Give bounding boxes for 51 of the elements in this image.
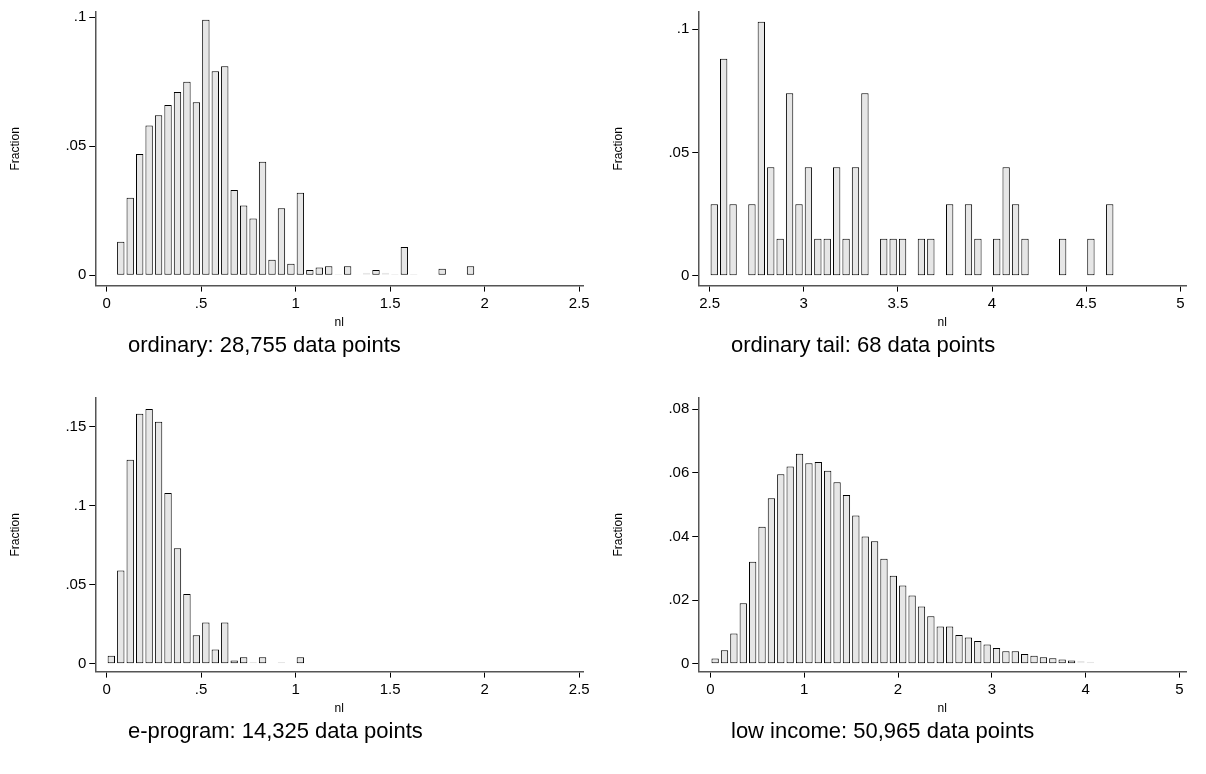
x-tick-label: 0 (706, 679, 715, 697)
x-axis-title: nl (334, 315, 344, 330)
x-tick-label: 2 (480, 293, 489, 311)
y-tick-label: .05 (668, 142, 690, 160)
text: e-program: 14,325 data points (128, 718, 424, 744)
y-tick-label: .05 (65, 136, 87, 154)
x-tick-label: .5 (194, 293, 208, 311)
y-tick-label: 0 (77, 265, 87, 283)
x-tick-label: 4 (987, 293, 997, 311)
x-tick-label: 5 (1175, 679, 1184, 697)
x-tick-label: 3.5 (887, 293, 909, 311)
x-tick-label: 1 (800, 679, 809, 697)
x-tick-label: 3 (987, 679, 997, 697)
y-tick-label: .06 (668, 462, 690, 480)
x-tick-label: 1 (291, 679, 300, 697)
text: ordinary: 28,755 data points (128, 332, 402, 358)
y-tick-label: .15 (65, 416, 87, 434)
x-axis-title: nl (937, 701, 947, 716)
x-tick-label: 4 (1081, 679, 1090, 697)
x-axis-title: nl (937, 315, 947, 330)
x-tick-label: 2.5 (568, 293, 590, 311)
y-tick-label: 0 (680, 265, 690, 283)
y-tick-label: .1 (676, 19, 690, 37)
y-tick-label: .1 (73, 7, 87, 25)
x-tick-label: 0 (102, 293, 111, 311)
x-tick-label: 2 (480, 679, 489, 697)
x-tick-label: 0 (102, 679, 111, 697)
x-tick-label: 3 (799, 293, 808, 311)
x-tick-label: 5 (1176, 293, 1185, 311)
y-tick-label: .04 (668, 526, 690, 544)
x-tick-label: 2 (893, 679, 903, 697)
x-tick-label: 4.5 (1075, 293, 1097, 311)
y-axis-title: Fraction (610, 127, 625, 171)
x-axis-title: nl (334, 701, 344, 716)
y-tick-label: .02 (668, 590, 690, 608)
x-tick-label: .5 (194, 679, 208, 697)
x-tick-label: 2.5 (568, 679, 590, 697)
y-tick-label: .05 (65, 574, 87, 592)
y-tick-label: .1 (73, 495, 87, 513)
y-axis-title: Fraction (7, 127, 22, 171)
x-tick-label: 1 (291, 293, 300, 311)
y-tick-label: .08 (668, 399, 690, 417)
y-tick-label: 0 (680, 653, 690, 671)
text: low income: 50,965 data points (731, 718, 1036, 744)
y-axis-title: Fraction (7, 513, 22, 557)
x-tick-label: 2.5 (699, 293, 720, 311)
x-tick-label: 1.5 (379, 293, 401, 311)
text: ordinary tail: 68 data points (731, 332, 997, 358)
y-axis-title: Fraction (610, 513, 625, 557)
x-tick-label: 1.5 (379, 679, 401, 697)
y-tick-label: 0 (77, 653, 87, 671)
